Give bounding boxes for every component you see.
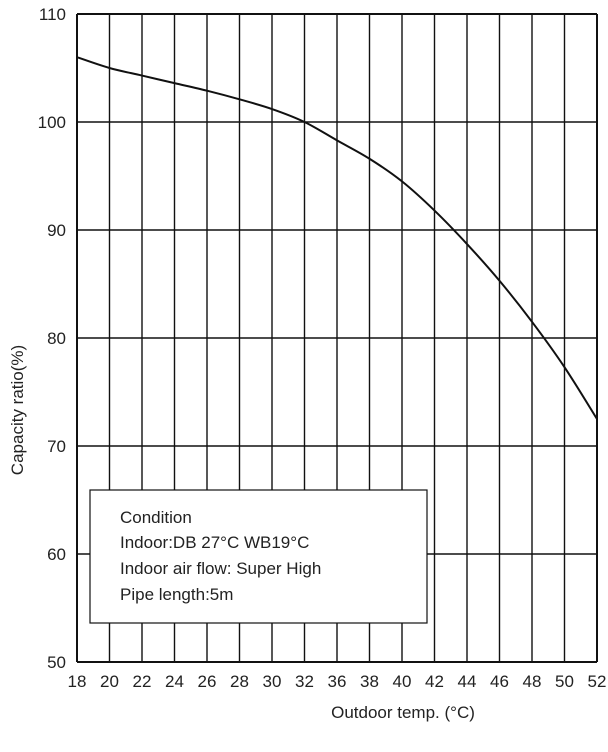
x-tick-label: 44 xyxy=(458,672,477,691)
y-axis-label: Capacity ratio(%) xyxy=(8,345,27,475)
x-tick-label: 24 xyxy=(165,672,184,691)
condition-annotation: Condition Indoor:DB 27°C WB19°C Indoor a… xyxy=(89,489,428,624)
y-tick-label: 110 xyxy=(39,5,66,24)
x-tick-label: 20 xyxy=(100,672,119,691)
annotation-line-2: Indoor:DB 27°C WB19°C xyxy=(120,533,309,552)
y-tick-label: 60 xyxy=(47,545,66,564)
x-tick-label: 30 xyxy=(263,672,282,691)
x-tick-label: 40 xyxy=(393,672,412,691)
x-axis-label: Outdoor temp. (°C) xyxy=(331,703,475,722)
x-tick-label: 38 xyxy=(360,672,379,691)
x-tick-label: 52 xyxy=(588,672,607,691)
x-tick-label: 46 xyxy=(490,672,509,691)
x-tick-labels: 18 20 22 24 26 28 30 32 36 38 40 42 44 46 48 50 52 xyxy=(68,672,607,691)
x-tick-label: 32 xyxy=(295,672,314,691)
y-tick-label: 90 xyxy=(47,221,66,240)
x-tick-label: 42 xyxy=(425,672,444,691)
grid xyxy=(76,13,598,663)
y-tick-label: 80 xyxy=(47,329,66,348)
x-tick-label: 22 xyxy=(133,672,152,691)
x-tick-label: 18 xyxy=(68,672,87,691)
y-tick-label: 50 xyxy=(47,653,66,672)
x-tick-label: 26 xyxy=(198,672,217,691)
annotation-line-3: Indoor air flow: Super High xyxy=(120,559,321,578)
y-tick-label: 70 xyxy=(47,437,66,456)
x-tick-label: 28 xyxy=(230,672,249,691)
capacity-curve xyxy=(76,56,598,420)
annotation-line-4: Pipe length:5m xyxy=(120,585,233,604)
y-tick-label: 100 xyxy=(38,113,66,132)
annotation-box xyxy=(89,489,428,624)
y-tick-labels: 50 60 70 80 90 100 110 xyxy=(38,5,66,672)
x-tick-label: 36 xyxy=(328,672,347,691)
x-tick-label: 48 xyxy=(523,672,542,691)
x-tick-label: 50 xyxy=(555,672,574,691)
annotation-line-1: Condition xyxy=(120,508,192,527)
